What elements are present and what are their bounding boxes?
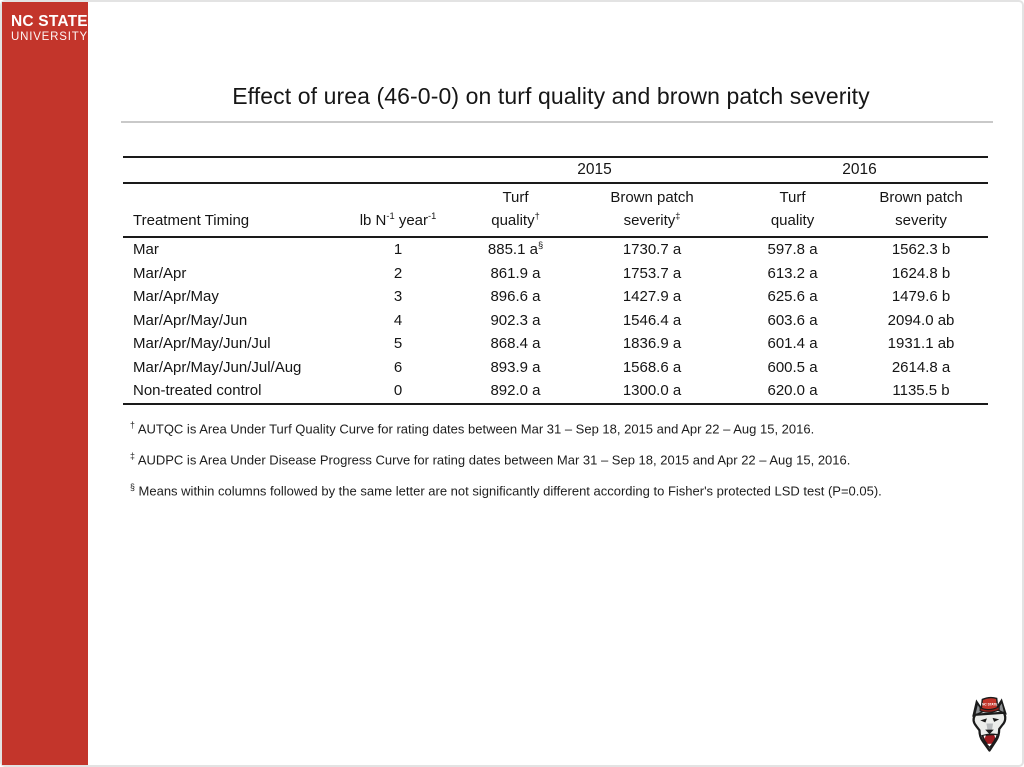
value-cell: 1562.3 b: [891, 241, 951, 259]
year-2016-header: 2016: [731, 157, 989, 184]
treatment-cell: Mar/Apr/May: [133, 288, 219, 306]
header-line: quality: [731, 209, 854, 232]
col-header-turf-quality-2016: Turf quality: [731, 183, 855, 238]
footnotes: † AUTQC is Area Under Turf Quality Curve…: [130, 420, 992, 514]
footnote: † AUTQC is Area Under Turf Quality Curve…: [130, 420, 815, 437]
year-header-row: 2015 2016: [123, 157, 989, 184]
results-table: 2015 2016 Treatment Timing lb N-1 year-1…: [123, 156, 989, 405]
treatment-cell: Mar/Apr/May/Jun: [133, 311, 248, 329]
header-line: Turf: [502, 188, 529, 206]
slide-title: Effect of urea (46-0-0) on turf quality …: [232, 83, 870, 109]
value-cell: 1546.4 a: [622, 311, 682, 329]
value-cell: 4: [393, 311, 403, 329]
value-cell: 1135.5 b: [892, 382, 950, 400]
treatment-cell: Mar/Apr/May/Jun/Jul/Aug: [133, 358, 302, 376]
header-text: quality: [770, 211, 815, 229]
value-cell: 603.6 a: [767, 311, 818, 329]
value-cell: 625.6 a: [767, 288, 818, 306]
value-cell: 601.4 a: [767, 335, 818, 353]
table-row: Non-treated control 0 892.0 a 1300.0 a 620.0…: [123, 379, 988, 404]
year-2015-header: 2015: [458, 157, 732, 184]
header-line: severity‡: [573, 209, 731, 232]
header-line: Brown patch: [610, 188, 694, 206]
value-cell: 1427.9 a: [622, 288, 682, 306]
value-cell: 1568.6 a: [622, 358, 682, 376]
treatment-cell: Mar/Apr: [133, 264, 187, 282]
col-header-rate: lb N-1 year-1: [338, 183, 458, 238]
column-header-row: Treatment Timing lb N-1 year-1 Turf qual…: [123, 183, 989, 238]
header-line: severity: [854, 209, 988, 232]
value-cell: 893.9 a: [490, 358, 541, 376]
col-header-turf-quality-2015: Turf quality†: [458, 183, 573, 238]
value-cell: 597.8 a: [767, 241, 818, 259]
logo-text-university: UNIVERSITY: [11, 31, 89, 44]
header-text: severity: [623, 211, 676, 229]
dagger-sup: †: [534, 210, 540, 221]
value-cell: 1: [393, 241, 403, 259]
header-line: Turf: [779, 188, 806, 206]
value-cell: 2094.0 ab: [887, 311, 955, 329]
value-cell: 1753.7 a: [622, 264, 682, 282]
col-header-brown-patch-2015: Brown patch severity‡: [573, 183, 732, 238]
table-row: Mar/Apr/May/Jun/Jul/Aug 6 893.9 a 1568.6 a 6…: [123, 356, 988, 380]
value-cell: 620.0 a: [767, 382, 818, 400]
header-text: severity: [895, 211, 947, 229]
table-row: Mar/Apr 2 861.9 a 1753.7 a 613.2 a 1624.8 b: [123, 262, 988, 286]
value-cell: 5: [393, 335, 403, 353]
col-header-treatment: Treatment Timing: [123, 183, 338, 238]
value-cell: 902.3 a: [490, 311, 541, 329]
results-table-wrap: 2015 2016 Treatment Timing lb N-1 year-1…: [123, 156, 989, 405]
double-dagger-sup: ‡: [675, 210, 681, 221]
table-row: Mar/Apr/May/Jun 4 902.3 a 1546.4 a 603.6 a 20…: [123, 309, 988, 333]
col-header-brown-patch-2016: Brown patch severity: [854, 183, 989, 238]
header-line: quality†: [458, 209, 573, 232]
nc-state-logo: NC STATE UNIVERSITY: [11, 13, 88, 44]
value-cell: 885.1 a§: [487, 240, 544, 259]
svg-text:NC STATE: NC STATE: [982, 703, 997, 707]
table-row: Mar/Apr/May/Jun/Jul 5 868.4 a 1836.9 a 601.4…: [123, 332, 988, 356]
value-cell: 1931.1 ab: [887, 335, 955, 353]
spacer-cell: [338, 157, 458, 184]
brand-sidebar: NC STATE UNIVERSITY: [2, 2, 88, 765]
value-cell: 613.2 a: [767, 264, 818, 282]
table-body: Mar 1 885.1 a§ 1730.7 a 597.8 a 1562.3 b Mar/A…: [123, 237, 988, 404]
wolf-mascot-logo: NC STATE: [972, 696, 1007, 752]
footnote-symbol: †: [130, 420, 135, 430]
footnote: § Means within columns followed by the s…: [130, 482, 882, 499]
value-cell: 1730.7 a: [622, 241, 682, 259]
treatment-cell: Mar/Apr/May/Jun/Jul: [133, 335, 271, 353]
table-row: Mar 1 885.1 a§ 1730.7 a 597.8 a 1562.3 b: [123, 237, 988, 262]
value-cell: 861.9 a: [490, 264, 541, 282]
value-cell: 1479.6 b: [891, 288, 951, 306]
header-line: Brown patch: [879, 188, 963, 206]
value-cell: 896.6 a: [490, 288, 541, 306]
rate-sup: -1: [428, 210, 437, 221]
treatment-cell: Non-treated control: [133, 382, 262, 400]
value-cell: 1300.0 a: [622, 382, 682, 400]
value-cell: 1624.8 b: [891, 264, 951, 282]
table-row: Mar/Apr/May 3 896.6 a 1427.9 a 625.6 a 1479.6…: [123, 285, 988, 309]
header-text: quality: [491, 211, 535, 229]
rate-text: lb N: [359, 211, 387, 229]
value-cell: 1836.9 a: [622, 335, 682, 353]
footnote-symbol: ‡: [130, 451, 135, 462]
spacer-cell: [123, 157, 338, 184]
value-cell: 868.4 a: [490, 335, 541, 353]
title-divider: [121, 121, 993, 123]
logo-text-ncstate: NC STATE: [11, 13, 88, 30]
value-cell: 3: [393, 288, 403, 306]
value-cell: 0: [393, 382, 403, 400]
value-cell: 2: [393, 264, 403, 282]
value-cell: 6: [393, 358, 403, 376]
value-cell: 892.0 a: [490, 382, 541, 400]
treatment-cell: Mar: [133, 241, 159, 259]
footnote-symbol: §: [130, 482, 135, 493]
rate-sup: -1: [386, 210, 395, 221]
value-cell: 600.5 a: [767, 358, 818, 376]
rate-text: year: [394, 211, 429, 229]
footnote: ‡ AUDPC is Area Under Disease Progress C…: [130, 451, 851, 468]
value-cell: 2614.8 a: [891, 358, 951, 376]
